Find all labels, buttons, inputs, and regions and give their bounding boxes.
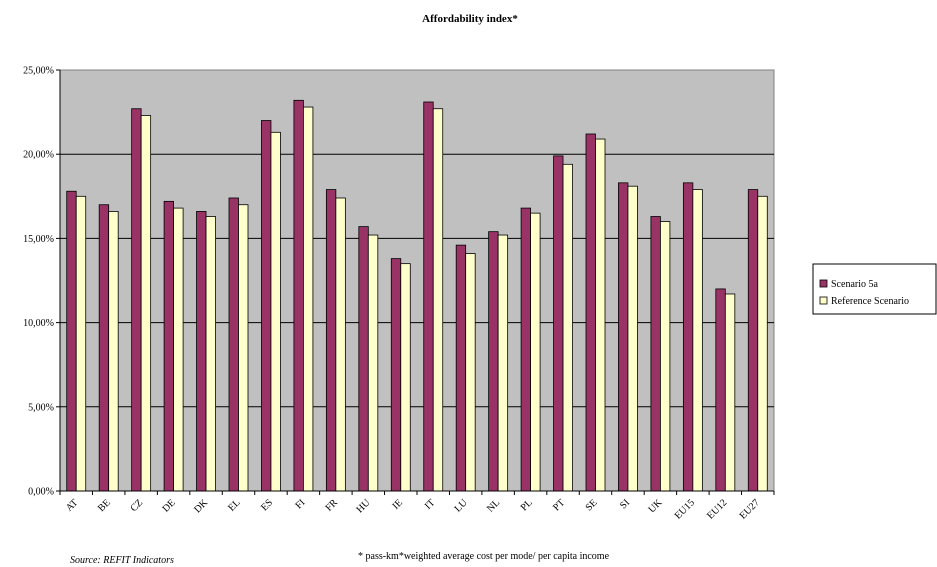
bar-reference-scenario-pl <box>530 212 541 492</box>
x-tick-label: FR <box>324 497 341 514</box>
x-tick-label: SI <box>618 497 632 511</box>
bars <box>66 99 768 492</box>
x-tick-label: CZ <box>128 497 145 514</box>
bar-reference-scenario-fi <box>303 106 314 492</box>
bar-reference-scenario-se <box>595 138 606 492</box>
bar-scenario-5a-ie <box>390 258 402 492</box>
bar-scenario-5a-cz <box>131 108 142 492</box>
bar-scenario-5a-lu <box>455 244 467 492</box>
bar-scenario-5a-uk <box>650 216 661 492</box>
y-tick-label: 10,00% <box>23 318 54 329</box>
x-tick-label: ES <box>259 497 275 513</box>
chart-title: Affordability index* <box>422 13 518 25</box>
legend-label-reference-scenario: Reference Scenario <box>831 296 909 307</box>
bar-reference-scenario-at <box>75 195 87 492</box>
x-tick-label: LU <box>453 497 471 515</box>
bar-scenario-5a-eu27 <box>747 189 759 492</box>
bar-scenario-5a-at <box>66 190 77 492</box>
x-tick-label: EU27 <box>738 497 762 521</box>
x-tick-label: IT <box>423 497 437 511</box>
x-tick-label: HU <box>354 497 373 516</box>
x-tick-label: SE <box>584 497 600 513</box>
x-tick-label: UK <box>647 497 666 516</box>
x-tick-label: EL <box>226 497 242 513</box>
x-tick-label: DK <box>192 497 211 516</box>
x-tick-label: FI <box>293 497 307 511</box>
bar-scenario-5a-it <box>423 101 434 492</box>
x-tick-labels: AT BE CZ DE DK EL ES FI FR HU IE IT LU NL PL PT SE SI UK EU… <box>59 491 775 522</box>
bar-scenario-5a-dk <box>196 211 207 492</box>
bar-reference-scenario-el <box>238 204 249 492</box>
y-tick-label: 20,00% <box>23 150 54 161</box>
source-note: Source: REFIT Indicators <box>70 555 174 566</box>
bar-scenario-5a-el <box>228 197 239 492</box>
legend-label-scenario-5a: Scenario 5a <box>831 279 878 290</box>
legend-box <box>812 263 937 315</box>
bar-scenario-5a-pl <box>520 207 531 492</box>
footnote: * pass-km*weighted average cost per mode… <box>358 551 610 562</box>
bar-scenario-5a-fi <box>293 99 304 492</box>
bar-reference-scenario-hu <box>367 234 379 492</box>
bar-reference-scenario-dk <box>205 216 216 492</box>
bar-reference-scenario-ie <box>400 263 411 492</box>
bar-reference-scenario-eu15 <box>692 189 703 492</box>
x-tick-label: BE <box>96 497 113 514</box>
bar-reference-scenario-de <box>173 207 184 492</box>
bar-scenario-5a-pt <box>553 155 564 492</box>
bar-reference-scenario-it <box>432 108 444 492</box>
x-tick-label: NL <box>485 497 502 514</box>
bar-scenario-5a-si <box>618 182 629 492</box>
bar-scenario-5a-eu15 <box>682 182 694 492</box>
y-tick-label: 15,00% <box>23 234 54 245</box>
bar-reference-scenario-nl <box>497 234 509 492</box>
legend-swatch-reference-scenario <box>819 296 828 305</box>
bar-reference-scenario-es <box>270 131 281 492</box>
x-tick-label: IE <box>390 497 404 511</box>
bar-reference-scenario-pt <box>562 163 573 492</box>
x-tick-label: PT <box>551 497 567 513</box>
bar-reference-scenario-lu <box>465 253 476 492</box>
bar-scenario-5a-es <box>261 120 272 492</box>
bar-scenario-5a-eu12 <box>715 288 726 492</box>
bar-reference-scenario-eu12 <box>724 293 736 492</box>
bar-reference-scenario-uk <box>660 221 671 492</box>
bar-scenario-5a-se <box>585 133 596 492</box>
bar-scenario-5a-de <box>163 200 174 492</box>
x-tick-label: AT <box>64 497 80 513</box>
legend-swatch-scenario-5a <box>819 279 828 288</box>
y-tick-label: 5,00% <box>28 402 54 413</box>
bar-reference-scenario-eu27 <box>757 195 768 492</box>
x-tick-label: EU15 <box>673 497 697 521</box>
y-tick-label: 25,00% <box>23 66 54 77</box>
x-tick-label: EU12 <box>705 497 729 521</box>
bar-scenario-5a-be <box>98 204 110 492</box>
bar-reference-scenario-cz <box>140 115 152 492</box>
bar-reference-scenario-be <box>108 211 119 492</box>
y-tick-labels: 0,00% 5,00% 10,00% 15,00% 20,00% 25,00% <box>23 66 60 498</box>
bar-reference-scenario-fr <box>335 197 346 492</box>
legend: Scenario 5a Reference Scenario <box>812 263 937 315</box>
x-tick-label: PL <box>519 497 535 513</box>
bar-reference-scenario-si <box>627 185 638 492</box>
bar-scenario-5a-hu <box>358 226 369 492</box>
y-tick-label: 0,00% <box>28 487 54 498</box>
x-tick-label: DE <box>160 497 177 514</box>
bar-scenario-5a-nl <box>488 231 499 492</box>
bar-scenario-5a-fr <box>325 189 337 492</box>
